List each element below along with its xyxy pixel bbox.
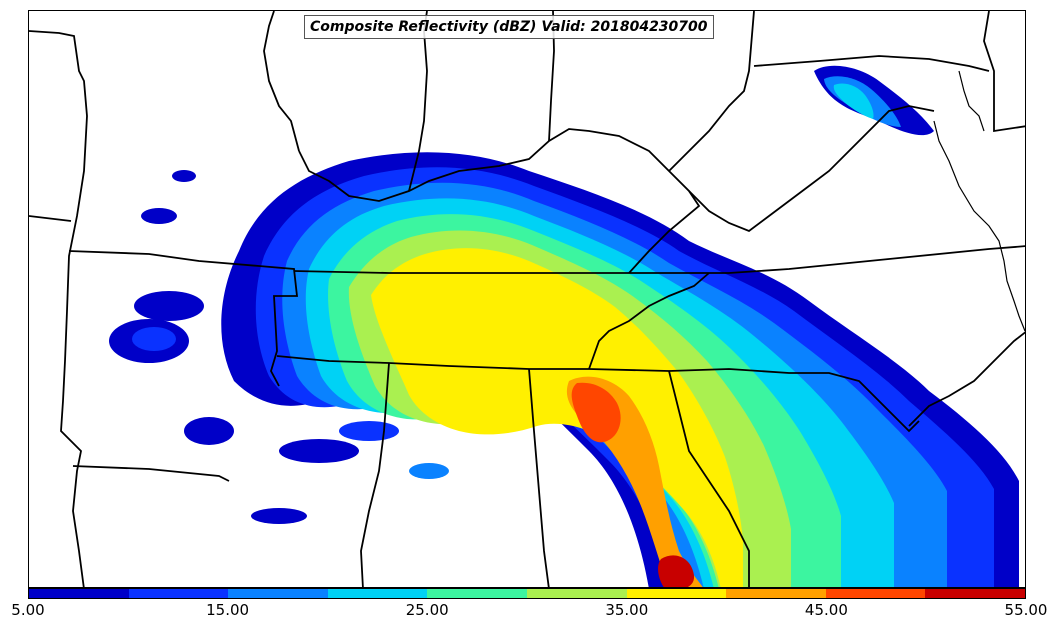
echo-northeast-cell bbox=[814, 65, 934, 136]
colorbar bbox=[28, 588, 1026, 599]
echo-level-40 bbox=[371, 248, 743, 587]
colorbar-segment bbox=[526, 589, 627, 598]
colorbar-tick-label: 55.00 bbox=[1004, 601, 1048, 619]
colorbar-tick-label: 35.00 bbox=[605, 601, 649, 619]
colorbar-tick-label: 5.00 bbox=[11, 601, 45, 619]
colorbar-segment bbox=[128, 589, 229, 598]
echo-level-55 bbox=[658, 555, 694, 587]
reflectivity-map bbox=[28, 10, 1026, 588]
colorbar-segment bbox=[925, 589, 1025, 598]
colorbar-segment bbox=[327, 589, 428, 598]
echo-northern-band bbox=[221, 152, 1019, 587]
colorbar-segment bbox=[29, 589, 129, 598]
colorbar-segment bbox=[825, 589, 926, 598]
colorbar-tick-label: 15.00 bbox=[206, 601, 250, 619]
map-canvas bbox=[29, 11, 1025, 587]
colorbar-tick-label: 25.00 bbox=[405, 601, 449, 619]
echo-level-50 bbox=[571, 382, 621, 443]
colorbar-segment bbox=[726, 589, 826, 598]
coastline bbox=[933, 70, 1025, 332]
colorbar-tick-label: 45.00 bbox=[804, 601, 848, 619]
echo-western-cells bbox=[109, 170, 449, 524]
state-boundaries bbox=[29, 11, 1025, 587]
colorbar-segment bbox=[626, 589, 727, 598]
map-title: Composite Reflectivity (dBZ) Valid: 2018… bbox=[304, 15, 714, 39]
colorbar-segment bbox=[427, 589, 527, 598]
colorbar-segment bbox=[228, 589, 328, 598]
